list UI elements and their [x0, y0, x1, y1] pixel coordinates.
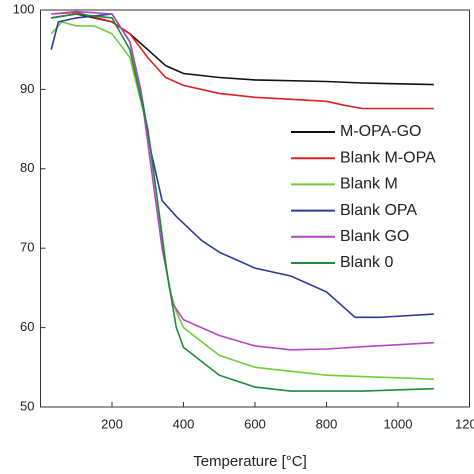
x-tick-label: 200 — [101, 416, 123, 431]
y-tick-label: 100 — [13, 1, 35, 16]
x-tick-label: 1200 — [455, 416, 474, 431]
legend-label: Blank M-OPA — [340, 149, 436, 166]
data-line — [51, 13, 434, 392]
data-line — [50, 20, 434, 380]
legend-label: Blank GO — [340, 228, 409, 245]
data-line — [50, 13, 434, 319]
y-tick-label: 90 — [20, 81, 34, 96]
y-tick-label: 70 — [20, 240, 34, 255]
x-tick-label: 800 — [316, 416, 338, 431]
x-tick-label: 600 — [244, 416, 266, 431]
y-tick-label: 80 — [20, 160, 34, 175]
legend-label: M-OPA-GO — [340, 123, 421, 140]
data-line — [51, 13, 434, 86]
legend-label: Blank 0 — [340, 254, 393, 271]
x-tick-label: 400 — [173, 416, 195, 431]
legend-label: Blank M — [340, 176, 398, 193]
x-axis-label: Temperature [°C] — [193, 453, 307, 470]
x-tick-label: 1000 — [384, 416, 413, 431]
data-line — [51, 11, 434, 110]
y-tick-label: 60 — [20, 319, 34, 334]
legend-label: Blank OPA — [340, 202, 417, 219]
y-tick-label: 50 — [20, 398, 34, 413]
